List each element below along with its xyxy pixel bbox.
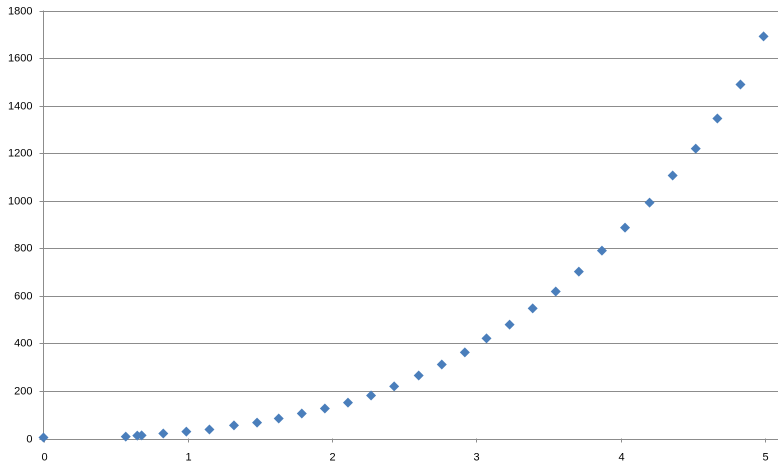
y-tick-label: 1800 xyxy=(8,5,32,17)
y-tick-label: 400 xyxy=(14,337,32,349)
data-point xyxy=(573,266,584,277)
x-tick-label: 5 xyxy=(762,451,768,463)
x-tick-label: 4 xyxy=(618,451,624,463)
y-tick-label: 600 xyxy=(14,290,32,302)
data-point xyxy=(319,403,330,414)
data-point xyxy=(158,428,169,439)
data-point xyxy=(389,381,400,392)
data-point xyxy=(667,170,678,181)
data-point xyxy=(644,197,655,208)
x-tick-label: 2 xyxy=(329,451,335,463)
data-point xyxy=(527,303,538,314)
data-point xyxy=(504,319,515,330)
x-tick-label: 0 xyxy=(41,451,47,463)
y-tick-label: 1600 xyxy=(8,52,32,64)
x-tick-label: 1 xyxy=(185,451,191,463)
data-point xyxy=(735,79,746,90)
x-tick-label: 3 xyxy=(473,451,479,463)
data-point xyxy=(228,420,239,431)
y-tick-label: 1000 xyxy=(8,195,32,207)
y-tick-label: 200 xyxy=(14,385,32,397)
data-point xyxy=(296,408,307,419)
data-point xyxy=(273,413,284,424)
data-point xyxy=(38,432,49,443)
data-point xyxy=(413,370,424,381)
y-tick-label: 0 xyxy=(26,433,32,445)
data-point xyxy=(712,113,723,124)
data-point xyxy=(550,286,561,297)
data-point xyxy=(181,426,192,437)
y-tick-label: 800 xyxy=(14,242,32,254)
data-point xyxy=(252,417,263,428)
data-point xyxy=(481,333,492,344)
data-point xyxy=(596,245,607,256)
data-point xyxy=(136,430,147,441)
data-point xyxy=(690,143,701,154)
data-point xyxy=(342,397,353,408)
data-point xyxy=(436,359,447,370)
y-tick-label: 1200 xyxy=(8,147,32,159)
data-point xyxy=(459,347,470,358)
data-point xyxy=(204,424,215,435)
y-tick-label: 1400 xyxy=(8,100,32,112)
data-point xyxy=(758,31,769,42)
data-point xyxy=(620,222,631,233)
data-point xyxy=(120,431,131,442)
data-point xyxy=(366,390,377,401)
